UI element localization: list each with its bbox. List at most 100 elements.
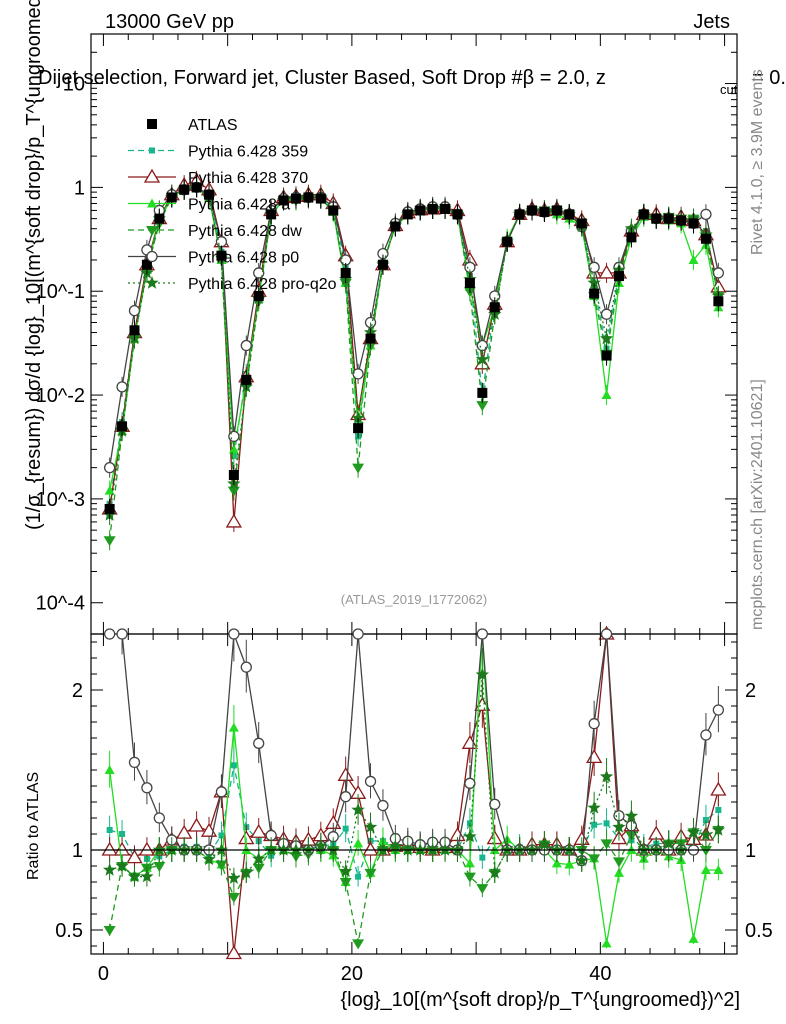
ratio-point xyxy=(699,846,712,856)
ratio-point xyxy=(476,628,488,640)
ratio-point xyxy=(662,836,676,850)
x-axis: 0 20 40 xyxy=(98,34,726,985)
ratio-point xyxy=(353,838,364,848)
ratio-point xyxy=(153,862,166,872)
ratio-point xyxy=(599,769,614,783)
ratio-point xyxy=(461,735,479,749)
main-y-tick-label: 10^-3 xyxy=(36,489,85,511)
data-point xyxy=(278,195,289,206)
data-point xyxy=(303,192,314,203)
ratio-point xyxy=(715,807,722,813)
ratio-point xyxy=(464,858,475,868)
ratio-point xyxy=(253,737,265,749)
data-point xyxy=(587,276,601,289)
ratio-point xyxy=(339,864,353,877)
data-point xyxy=(415,205,426,216)
ratio-point xyxy=(228,722,239,732)
ratio-point xyxy=(225,945,242,960)
ratio-y-axis-label: Ratio to ATLAS xyxy=(25,772,42,880)
ratio-point xyxy=(600,839,613,850)
ratio-point xyxy=(252,851,266,865)
ratio-point xyxy=(591,821,598,828)
ratio-point xyxy=(138,841,156,856)
ratio-point xyxy=(362,841,379,856)
legend-marker xyxy=(143,168,161,183)
ratio-point xyxy=(337,767,354,781)
data-point xyxy=(551,205,562,216)
ratio-point xyxy=(702,817,709,823)
ratio-point xyxy=(230,762,237,769)
title-tail: = 0. xyxy=(752,67,786,89)
main-y-tick-label: 10 xyxy=(63,74,85,96)
data-point xyxy=(576,218,587,229)
data-point xyxy=(116,381,128,393)
data-point xyxy=(104,503,115,514)
ratio-point xyxy=(600,628,613,640)
legend-marker xyxy=(149,147,155,154)
ratio-point xyxy=(601,938,612,948)
data-point xyxy=(216,250,227,261)
data-point xyxy=(527,205,538,216)
ratio-point xyxy=(551,858,562,868)
ratio-point xyxy=(700,729,712,741)
data-point xyxy=(166,192,177,203)
ratio-point xyxy=(202,852,216,866)
ratio-point xyxy=(153,812,165,824)
data-point xyxy=(601,350,612,361)
ratio-point xyxy=(128,756,141,769)
ratio-point xyxy=(342,825,349,832)
legend-label: Pythia 6.428 p0 xyxy=(188,250,299,267)
data-point xyxy=(475,352,489,366)
category-label: Jets xyxy=(693,11,730,33)
ratio-y-tick-label: 2 xyxy=(72,680,83,702)
legend-entry: Pythia 6.428 p0 xyxy=(128,250,299,267)
ratio-point xyxy=(700,865,711,874)
ratio-point xyxy=(250,823,267,838)
data-point xyxy=(340,267,351,278)
data-point xyxy=(688,254,699,264)
legend-marker xyxy=(146,226,158,236)
data-point xyxy=(117,421,128,432)
analysis-id: (ATLAS_2019_I1772062) xyxy=(341,592,487,607)
data-point xyxy=(601,390,612,400)
legend-marker xyxy=(146,250,158,263)
data-point xyxy=(514,209,525,220)
data-point xyxy=(228,444,239,454)
ratio-point xyxy=(228,628,240,640)
data-point xyxy=(351,411,365,424)
legend-label: Pythia 6.428 pro-q2o xyxy=(188,276,337,293)
x-axis-label: {log}_10[(m^{soft drop}/p_T^{ungroomed})… xyxy=(340,989,740,1011)
data-point xyxy=(676,215,687,226)
ratio-point xyxy=(106,827,113,833)
ratio-point xyxy=(688,933,699,943)
ratio-point xyxy=(364,775,377,788)
data-point xyxy=(315,193,326,204)
data-point xyxy=(489,302,500,313)
ratio-point xyxy=(141,782,153,794)
data-point xyxy=(240,339,252,352)
data-point xyxy=(564,209,575,220)
data-point xyxy=(253,290,264,301)
ratio-point xyxy=(352,628,364,640)
data-point xyxy=(712,267,725,279)
data-point xyxy=(204,189,215,200)
x-tick-label: 40 xyxy=(589,963,611,985)
main-series-layer xyxy=(101,171,727,551)
legend-label: Pythia 6.428 a xyxy=(188,197,290,214)
data-point xyxy=(228,469,239,480)
data-point xyxy=(452,209,463,220)
data-point xyxy=(241,374,252,385)
ratio-point xyxy=(537,837,552,851)
ratio-point xyxy=(176,824,193,839)
ratio-point xyxy=(240,661,252,673)
legend-marker xyxy=(147,119,157,129)
ratio-point xyxy=(115,859,129,872)
ratio-point xyxy=(103,926,116,936)
ratio-point xyxy=(464,777,476,789)
ratio-series-pythia-6-428-370 xyxy=(101,625,727,960)
ratio-point xyxy=(215,860,228,871)
legend: ATLAS Pythia 6.428 359 Pythia 6.428 370 Pyt… xyxy=(128,117,337,293)
legend-entry: Pythia 6.428 370 xyxy=(128,168,308,187)
data-point xyxy=(502,236,513,247)
